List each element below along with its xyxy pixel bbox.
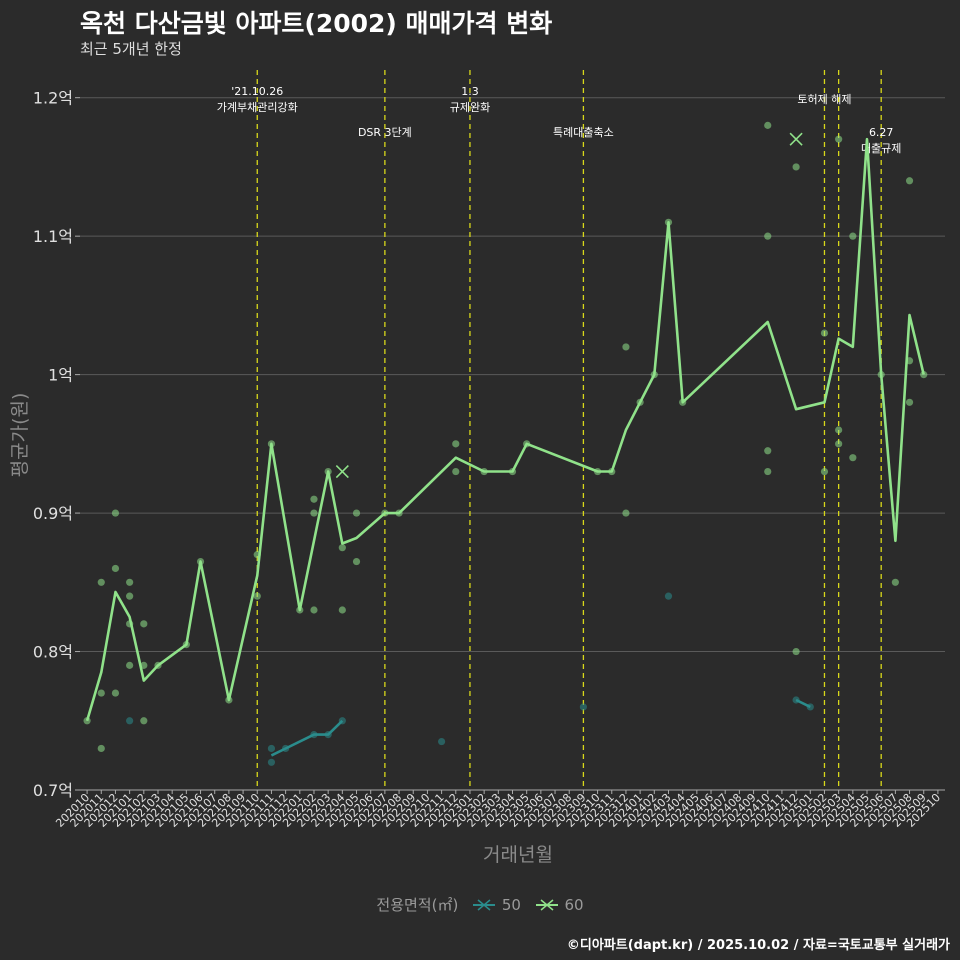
max-marker-60 [789, 132, 803, 146]
series-60-points [83, 121, 928, 753]
data-point-60 [849, 232, 857, 240]
data-point-60 [891, 578, 899, 586]
series-50-line-segment [795, 698, 811, 709]
legend: 전용면적(㎡) 50 60 [0, 894, 960, 915]
event-label: 규제완화 [450, 101, 490, 114]
data-point-60 [622, 509, 630, 517]
event-label: 가계부채관리강화 [217, 101, 298, 114]
series-60-line [85, 137, 925, 722]
data-point-60 [126, 661, 134, 669]
data-point-60 [835, 426, 843, 434]
data-point-60 [849, 454, 857, 462]
data-point-60 [97, 689, 105, 697]
event-label: 토허제 해제 [797, 92, 851, 106]
y-tick-label: 1.2억 [33, 89, 73, 108]
data-point-60 [820, 467, 829, 476]
data-point-60 [352, 557, 361, 566]
series-50-line [270, 719, 344, 757]
legend-item-60: 60 [534, 896, 584, 914]
data-point-60 [140, 717, 148, 725]
data-point-50 [579, 703, 588, 711]
y-axis-label: 평균가(원) [9, 393, 31, 478]
data-point-50 [664, 592, 673, 600]
data-point-60 [111, 689, 120, 697]
data-point-60 [310, 606, 318, 614]
data-point-60 [111, 564, 120, 573]
event-date-label: 6.27 [869, 126, 894, 139]
y-tick-label: 0.9억 [33, 504, 73, 523]
data-point-60 [97, 744, 105, 753]
data-point-60 [764, 447, 772, 455]
legend-key-60 [535, 899, 558, 911]
data-point-60 [792, 647, 800, 656]
data-point-60 [140, 620, 148, 628]
data-point-60 [452, 440, 460, 448]
data-point-60 [820, 329, 829, 337]
data-point-50 [267, 758, 276, 766]
max-marker-60 [335, 464, 349, 479]
chart-title: 옥천 다산금빛 아파트(2002) 매매가격 변화 [80, 9, 553, 38]
y-tick-label: 0.7억 [33, 781, 73, 800]
data-point-50 [437, 737, 446, 746]
data-point-60 [764, 467, 772, 476]
event-label: 대출규제 [861, 142, 901, 155]
data-point-60 [905, 177, 914, 185]
caption: ©디아파트(dapt.kr) / 2025.10.02 / 자료=국토교통부 실… [566, 938, 950, 953]
data-point-60 [905, 398, 914, 406]
x-axis-label: 거래년월 [483, 844, 553, 866]
event-label: DSR 3단계 [358, 126, 412, 139]
legend-label-50: 50 [501, 895, 521, 914]
data-point-60 [792, 163, 800, 171]
event-date-label: 1.3 [461, 85, 479, 98]
y-tick-label: 1억 [48, 366, 73, 385]
data-point-60 [253, 592, 261, 600]
data-point-60 [622, 343, 630, 351]
chart-subtitle: 최근 5개년 한정 [80, 40, 182, 58]
data-point-60 [126, 592, 134, 600]
grid-lines [80, 97, 945, 791]
data-point-60 [97, 578, 105, 586]
data-point-60 [764, 121, 772, 129]
data-point-60 [452, 467, 460, 476]
event-label: 특례대출축소 [553, 126, 614, 139]
data-point-60 [835, 135, 843, 143]
data-point-60 [310, 509, 318, 517]
data-point-60 [126, 578, 134, 586]
data-point-60 [764, 232, 772, 240]
legend-label-60: 60 [564, 895, 584, 914]
event-date-label: '21.10.26 [231, 85, 283, 98]
data-point-60 [920, 371, 928, 379]
data-point-60 [338, 606, 346, 614]
legend-title: 전용면적(㎡) [376, 896, 459, 914]
legend-key-50 [473, 899, 496, 911]
data-point-60 [338, 544, 346, 552]
data-point-60 [835, 440, 843, 448]
data-series [83, 121, 928, 766]
data-point-60 [310, 495, 318, 503]
legend-item-50: 50 [471, 896, 521, 914]
data-point-60 [111, 509, 120, 517]
axes: 0.7억0.8억0.9억1억1.1억1.2억202010202011202012… [33, 89, 945, 830]
data-point-50 [126, 717, 134, 725]
data-point-60 [352, 509, 361, 517]
y-tick-label: 1.1억 [33, 227, 73, 246]
y-tick-label: 0.8억 [33, 643, 73, 662]
data-point-50 [267, 744, 276, 753]
